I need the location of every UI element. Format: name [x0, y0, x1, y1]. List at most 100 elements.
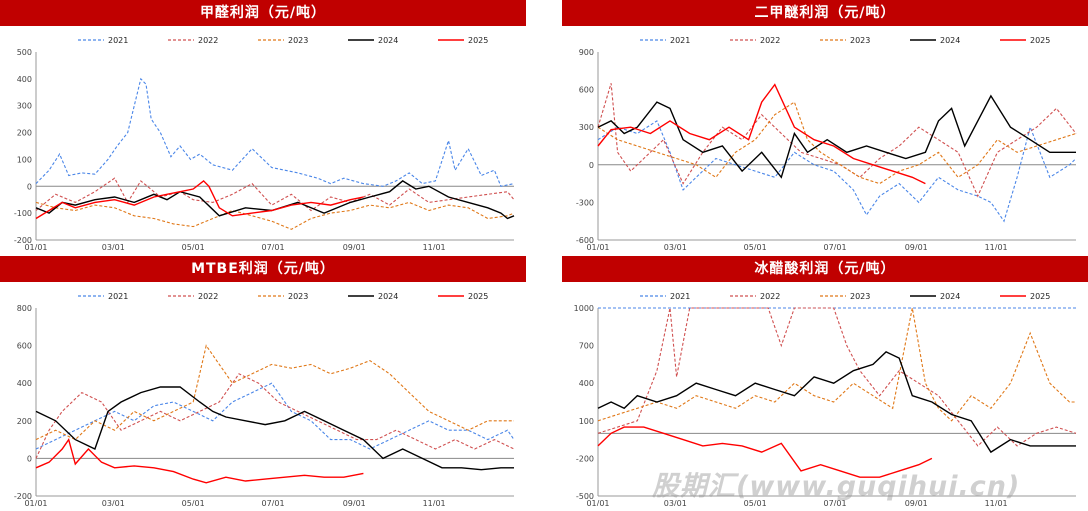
y-tick-label: 400	[17, 379, 32, 388]
chart-panel-formaldehyde: 甲醛利润（元/吨） 500 400 300 200 100 0 -100 -200 01/01 0…	[0, 0, 526, 250]
x-tick-label: 05/01	[182, 499, 205, 506]
legend-label-2021: 2021	[108, 292, 128, 301]
legend-label-2021: 2021	[670, 292, 690, 301]
legend-label-2023: 2023	[850, 292, 870, 301]
x-tick-label: 11/01	[423, 243, 446, 250]
y-tick-label: 800	[17, 304, 32, 313]
x-tick-label: 05/01	[744, 499, 767, 506]
x-tick-label: 09/01	[905, 243, 928, 250]
chart-panel-acetic-acid: 冰醋酸利润（元/吨） 1000 700 400 100 -200 -500 01/01 03/…	[562, 256, 1088, 506]
legend-label-2024: 2024	[378, 36, 398, 45]
y-tick-label: 200	[17, 417, 32, 426]
x-tick-label: 03/01	[664, 499, 687, 506]
series-line-2025	[35, 437, 364, 484]
y-tick-label: -600	[576, 236, 594, 245]
y-tick-label: 0	[589, 161, 594, 170]
series-line-2025	[597, 426, 933, 478]
y-tick-label: 700	[579, 342, 594, 351]
series-line-2023	[35, 201, 515, 230]
y-tick-label: -200	[576, 454, 594, 463]
y-tick-label: 500	[17, 48, 32, 57]
y-tick-label: 200	[17, 129, 32, 138]
y-tick-label: -100	[14, 209, 32, 218]
legend-label-2025: 2025	[468, 36, 488, 45]
y-tick-label: 100	[17, 155, 32, 164]
y-tick-label: 300	[579, 123, 594, 132]
legend-label-2022: 2022	[198, 36, 218, 45]
x-tick-label: 07/01	[262, 499, 285, 506]
x-tick-label: 01/01	[24, 499, 47, 506]
chart-title-dme: 二甲醚利润（元/吨）	[562, 0, 1088, 26]
legend-label-2025: 2025	[1030, 36, 1050, 45]
legend-label-2024: 2024	[940, 36, 960, 45]
legend-label-2023: 2023	[288, 292, 308, 301]
x-tick-label: 05/01	[182, 243, 205, 250]
y-tick-label: 400	[579, 379, 594, 388]
x-tick-label: 05/01	[744, 243, 767, 250]
series-line-2021	[35, 382, 515, 450]
series-line-2024	[597, 94, 1076, 179]
legend-label-2022: 2022	[760, 36, 780, 45]
series-line-2024	[597, 351, 1076, 454]
series-line-2023	[35, 344, 514, 441]
x-tick-label: 01/01	[24, 243, 47, 250]
series-line-2024	[35, 386, 514, 471]
y-tick-label: 400	[17, 75, 32, 84]
series-line-2021	[35, 77, 515, 187]
y-tick-label: 0	[27, 182, 32, 191]
x-tick-label: 03/01	[102, 243, 125, 250]
x-tick-label: 09/01	[905, 499, 928, 506]
series-line-2023	[597, 307, 1076, 422]
y-tick-label: -200	[14, 236, 32, 245]
x-tick-label: 01/01	[586, 243, 609, 250]
legend-label-2021: 2021	[670, 36, 690, 45]
series-line-2022	[597, 83, 1077, 198]
y-tick-label: 300	[17, 102, 32, 111]
x-tick-label: 11/01	[985, 243, 1008, 250]
x-tick-label: 03/01	[664, 243, 687, 250]
x-tick-label: 03/01	[102, 499, 125, 506]
y-tick-label: -500	[576, 492, 594, 501]
chart-title-acetic-acid: 冰醋酸利润（元/吨）	[562, 256, 1088, 282]
legend-label-2025: 2025	[1030, 292, 1050, 301]
legend-label-2022: 2022	[760, 292, 780, 301]
x-tick-label: 01/01	[586, 499, 609, 506]
legend-label-2024: 2024	[378, 292, 398, 301]
x-tick-label: 07/01	[262, 243, 285, 250]
legend-label-2023: 2023	[850, 36, 870, 45]
watermark-text: 股期汇(www.guqihui.cn)	[652, 471, 1021, 502]
y-tick-label: 600	[579, 86, 594, 95]
legend-label-2024: 2024	[940, 292, 960, 301]
chart-panel-mtbe: MTBE利润（元/吨） 800 600 400 200 0 -200 01/01 03/01 0…	[0, 256, 526, 506]
chart-title-formaldehyde: 甲醛利润（元/吨）	[0, 0, 526, 26]
x-tick-label: 09/01	[343, 243, 366, 250]
series-line-2021	[597, 120, 1077, 223]
y-tick-label: 1000	[574, 304, 594, 313]
x-tick-label: 09/01	[343, 499, 366, 506]
series-line-2025	[35, 179, 364, 220]
y-tick-label: 100	[579, 417, 594, 426]
y-tick-label: 600	[17, 342, 32, 351]
legend-label-2025: 2025	[468, 292, 488, 301]
y-tick-label: -200	[14, 492, 32, 501]
x-tick-label: 11/01	[985, 499, 1008, 506]
series-line-2022	[35, 373, 515, 459]
x-tick-label: 07/01	[824, 499, 847, 506]
y-tick-label: -300	[576, 198, 594, 207]
series-line-2022	[35, 177, 515, 212]
x-tick-label: 07/01	[824, 243, 847, 250]
series-line-2025	[597, 83, 926, 185]
x-tick-label: 11/01	[423, 499, 446, 506]
y-tick-label: 0	[27, 454, 32, 463]
legend-label-2023: 2023	[288, 36, 308, 45]
y-tick-label: 900	[579, 48, 594, 57]
chart-panel-dme: 二甲醚利润（元/吨） 900 600 300 0 -300 -600 01/01 03/01 0…	[562, 0, 1088, 250]
series-line-2023	[597, 101, 1077, 185]
chart-title-mtbe: MTBE利润（元/吨）	[0, 256, 526, 282]
series-line-2022	[597, 307, 1077, 447]
legend-label-2021: 2021	[108, 36, 128, 45]
